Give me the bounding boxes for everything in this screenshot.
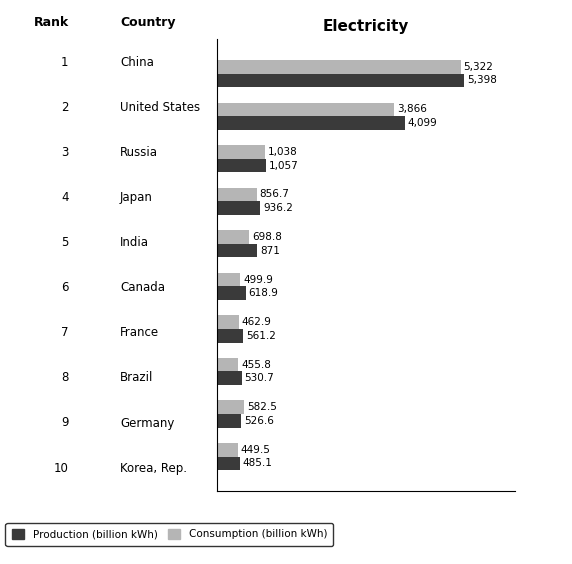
Text: 5,322: 5,322 bbox=[464, 62, 494, 72]
Legend: Production (billion kWh), Consumption (billion kWh): Production (billion kWh), Consumption (b… bbox=[6, 523, 333, 546]
Text: China: China bbox=[120, 55, 154, 69]
Text: Korea, Rep.: Korea, Rep. bbox=[120, 461, 187, 475]
Text: 3: 3 bbox=[61, 146, 69, 159]
Bar bbox=[217, 244, 257, 257]
Text: 698.8: 698.8 bbox=[252, 232, 282, 242]
Text: France: France bbox=[120, 326, 159, 340]
Text: 618.9: 618.9 bbox=[248, 288, 279, 298]
Bar bbox=[217, 188, 257, 201]
Text: Rank: Rank bbox=[33, 16, 69, 29]
Text: 871: 871 bbox=[260, 245, 280, 255]
Text: 455.8: 455.8 bbox=[241, 360, 271, 369]
Text: 1: 1 bbox=[61, 55, 69, 69]
Text: Brazil: Brazil bbox=[120, 371, 153, 385]
Bar bbox=[217, 60, 461, 74]
Bar bbox=[217, 329, 243, 342]
Text: 7: 7 bbox=[61, 326, 69, 340]
Text: 4: 4 bbox=[61, 191, 69, 204]
Text: Germany: Germany bbox=[120, 416, 174, 430]
Bar bbox=[217, 358, 238, 372]
Bar bbox=[217, 273, 240, 287]
Text: United States: United States bbox=[120, 100, 200, 114]
Text: 449.5: 449.5 bbox=[241, 445, 271, 455]
Bar bbox=[217, 74, 464, 87]
Bar bbox=[217, 456, 240, 470]
Bar bbox=[217, 315, 239, 329]
Bar bbox=[217, 145, 265, 158]
Bar bbox=[217, 230, 249, 244]
Bar bbox=[217, 400, 244, 414]
Text: 499.9: 499.9 bbox=[243, 275, 273, 285]
Text: 5: 5 bbox=[61, 236, 69, 249]
Text: Country: Country bbox=[120, 16, 176, 29]
Text: 4,099: 4,099 bbox=[408, 118, 438, 128]
Text: 9: 9 bbox=[61, 416, 69, 430]
Text: 2: 2 bbox=[61, 100, 69, 114]
Text: 856.7: 856.7 bbox=[259, 190, 289, 200]
Text: Canada: Canada bbox=[120, 281, 165, 294]
Text: 3,866: 3,866 bbox=[397, 104, 427, 114]
Text: Japan: Japan bbox=[120, 191, 153, 204]
Text: Russia: Russia bbox=[120, 146, 158, 159]
Text: India: India bbox=[120, 236, 149, 249]
Text: 6: 6 bbox=[61, 281, 69, 294]
Bar bbox=[217, 103, 394, 116]
Text: 936.2: 936.2 bbox=[263, 203, 293, 213]
Bar bbox=[217, 443, 238, 456]
Bar bbox=[217, 201, 260, 215]
Text: 526.6: 526.6 bbox=[244, 416, 274, 426]
Text: 561.2: 561.2 bbox=[246, 331, 276, 341]
Title: Electricity: Electricity bbox=[323, 19, 410, 34]
Text: 1,038: 1,038 bbox=[268, 147, 297, 157]
Text: 485.1: 485.1 bbox=[243, 459, 272, 468]
Text: 10: 10 bbox=[54, 461, 69, 475]
Text: 5,398: 5,398 bbox=[467, 76, 497, 85]
Text: 462.9: 462.9 bbox=[241, 317, 271, 327]
Bar bbox=[217, 287, 246, 300]
Text: 8: 8 bbox=[61, 371, 69, 385]
Text: 1,057: 1,057 bbox=[268, 161, 298, 170]
Bar bbox=[217, 116, 405, 130]
Text: 530.7: 530.7 bbox=[244, 373, 274, 384]
Text: 582.5: 582.5 bbox=[247, 402, 277, 412]
Bar bbox=[217, 372, 241, 385]
Bar bbox=[217, 414, 241, 428]
Bar bbox=[217, 158, 266, 173]
